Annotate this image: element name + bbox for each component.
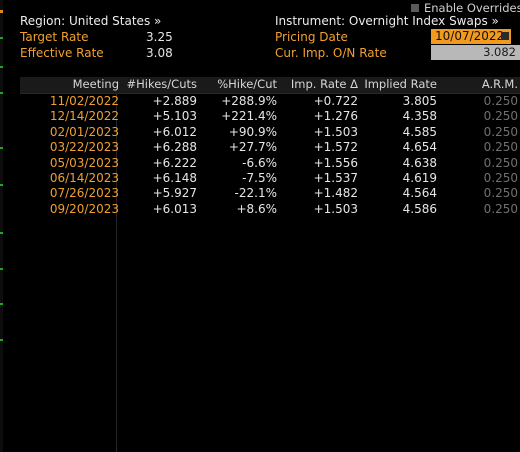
edge-marker <box>0 37 3 39</box>
hikes-cell: +5.103 <box>152 109 197 124</box>
hikes-cell: +6.222 <box>152 155 197 170</box>
table-row[interactable]: 03/22/2023 +6.288 +27.7% +1.572 4.654 0.250 <box>20 140 520 155</box>
arm-cell: 0.250 <box>483 94 518 108</box>
pricing-date-field[interactable]: 10/07/2022 <box>431 29 511 44</box>
meeting-cell: 05/03/2023 <box>49 155 119 170</box>
hikes-cell: +2.889 <box>152 94 197 108</box>
imp-delta-cell: +0.722 <box>313 94 358 108</box>
imp-delta-cell: +1.572 <box>313 140 358 155</box>
effective-rate-label: Effective Rate <box>20 46 104 60</box>
imp-delta-cell: +1.482 <box>313 186 358 201</box>
implied-rate-cell: 4.358 <box>402 109 437 124</box>
pct-cell: +8.6% <box>236 201 277 216</box>
column-header-meeting[interactable]: Meeting <box>72 77 119 91</box>
enable-overrides-checkbox[interactable]: Enable Overrides <box>411 1 520 15</box>
imp-delta-cell: +1.537 <box>313 170 358 185</box>
edge-marker <box>0 10 3 13</box>
imp-delta-cell: +1.276 <box>313 109 358 124</box>
imp-delta-cell: +1.503 <box>313 124 358 139</box>
arm-cell: 0.250 <box>483 186 518 201</box>
column-header-hikes[interactable]: #Hikes/Cuts <box>126 77 198 91</box>
table-row[interactable]: 02/01/2023 +6.012 +90.9% +1.503 4.585 0.250 <box>20 125 520 140</box>
effective-rate-value: 3.08 <box>146 46 173 60</box>
hikes-cell: +6.148 <box>152 170 197 185</box>
column-header-pct[interactable]: %Hike/Cut <box>217 77 277 91</box>
implied-rate-cell: 4.586 <box>402 201 437 216</box>
pricing-date-value: 10/07/2022 <box>435 29 505 43</box>
column-header-arm[interactable]: A.R.M. <box>481 77 518 91</box>
arm-cell: 0.250 <box>483 155 518 170</box>
meeting-cell: 02/01/2023 <box>49 124 119 139</box>
column-header-imp-delta[interactable]: Imp. Rate Δ <box>290 77 358 91</box>
pct-cell: +27.7% <box>228 140 277 155</box>
table-body: 11/02/2022 +2.889 +288.9% +0.722 3.805 0.250 … <box>20 94 520 217</box>
arm-cell: 0.250 <box>483 170 518 185</box>
table-row[interactable]: 12/14/2022 +5.103 +221.4% +1.276 4.358 0.250 <box>20 109 520 124</box>
edge-marker <box>0 147 3 149</box>
meetings-table: Meeting #Hikes/Cuts %Hike/Cut Imp. Rate … <box>20 77 520 217</box>
pct-cell: +288.9% <box>221 94 277 108</box>
table-row[interactable]: 05/03/2023 +6.222 -6.6% +1.556 4.638 0.250 <box>20 156 520 171</box>
arm-cell: 0.250 <box>483 140 518 155</box>
edge-marker <box>0 92 3 94</box>
pricing-date-label: Pricing Date <box>275 30 348 44</box>
region-selector[interactable]: Region: United States » <box>20 14 162 28</box>
column-divider <box>116 77 117 452</box>
edge-marker <box>0 339 3 341</box>
enable-overrides-label: Enable Overrides <box>424 1 520 15</box>
calendar-icon[interactable] <box>501 32 509 40</box>
pct-cell: -6.6% <box>242 155 277 170</box>
pct-cell: -22.1% <box>234 186 277 201</box>
table-row[interactable]: 07/26/2023 +5.927 -22.1% +1.482 4.564 0.250 <box>20 186 520 201</box>
cur-imp-rate-field: 3.082 <box>431 45 520 60</box>
hikes-cell: +6.012 <box>152 124 197 139</box>
arm-cell: 0.250 <box>483 201 518 216</box>
target-rate-value: 3.25 <box>146 30 173 44</box>
left-edge-bar <box>0 0 3 452</box>
edge-marker <box>0 66 3 68</box>
edge-marker <box>0 303 3 305</box>
table-row[interactable]: 09/20/2023 +6.013 +8.6% +1.503 4.586 0.250 <box>20 202 520 217</box>
implied-rate-cell: 4.564 <box>402 186 437 201</box>
target-rate-label: Target Rate <box>20 30 89 44</box>
implied-rate-cell: 3.805 <box>402 94 437 108</box>
table-row[interactable]: 06/14/2023 +6.148 -7.5% +1.537 4.619 0.250 <box>20 171 520 186</box>
meeting-cell: 03/22/2023 <box>49 140 119 155</box>
edge-marker <box>0 268 3 270</box>
meeting-cell: 11/02/2022 <box>49 94 119 108</box>
implied-rate-cell: 4.585 <box>402 124 437 139</box>
pct-cell: +221.4% <box>221 109 277 124</box>
column-header-implied[interactable]: Implied Rate <box>364 77 437 91</box>
imp-delta-cell: +1.556 <box>313 155 358 170</box>
implied-rate-cell: 4.638 <box>402 155 437 170</box>
meeting-cell: 07/26/2023 <box>49 186 119 201</box>
table-header: Meeting #Hikes/Cuts %Hike/Cut Imp. Rate … <box>20 77 520 94</box>
instrument-selector[interactable]: Instrument: Overnight Index Swaps » <box>275 14 499 28</box>
meeting-cell: 06/14/2023 <box>49 170 119 185</box>
edge-marker <box>0 232 3 234</box>
hikes-cell: +5.927 <box>152 186 197 201</box>
arm-cell: 0.250 <box>483 109 518 124</box>
imp-delta-cell: +1.503 <box>313 201 358 216</box>
table-row[interactable]: 11/02/2022 +2.889 +288.9% +0.722 3.805 0.250 <box>20 94 520 109</box>
meeting-cell: 09/20/2023 <box>49 201 119 216</box>
hikes-cell: +6.013 <box>152 201 197 216</box>
arm-cell: 0.250 <box>483 124 518 139</box>
cur-imp-rate-label: Cur. Imp. O/N Rate <box>275 46 387 60</box>
implied-rate-cell: 4.619 <box>402 170 437 185</box>
checkbox-icon[interactable] <box>411 4 419 12</box>
pct-cell: -7.5% <box>242 170 277 185</box>
edge-marker <box>0 184 3 186</box>
pct-cell: +90.9% <box>228 124 277 139</box>
hikes-cell: +6.288 <box>152 140 197 155</box>
meeting-cell: 12/14/2022 <box>49 109 119 124</box>
implied-rate-cell: 4.654 <box>402 140 437 155</box>
